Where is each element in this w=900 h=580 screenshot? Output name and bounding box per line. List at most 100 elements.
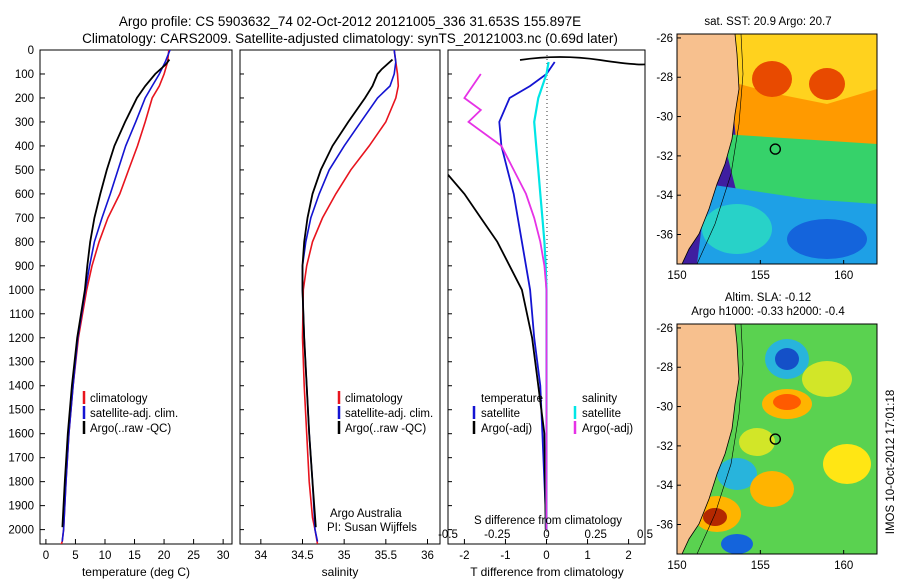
- legend-header-salinity: salinity: [582, 393, 617, 405]
- lat-tick-label: -32: [656, 441, 673, 453]
- legend-label-t-satellite: satellite: [481, 408, 520, 420]
- difference-x-axis: -2 -1 0 1 2: [459, 539, 632, 562]
- temperature-axes-box: [39, 49, 233, 545]
- sst-map: [677, 34, 877, 264]
- difference-secondary-x-axis: -0.5 -0.25 0 0.25 0.5: [438, 529, 653, 541]
- depth-tick-label: 1000: [8, 285, 34, 297]
- legend-label-climatology: climatology: [90, 393, 148, 405]
- imos-timestamp: IMOS 10-Oct-2012 17:01:18: [885, 390, 897, 534]
- x2-tick-label: 0.25: [585, 529, 607, 541]
- sla-high-core-2: [703, 508, 727, 526]
- lat-tick-label: -26: [656, 323, 673, 335]
- sst-cool-patch: [702, 204, 772, 254]
- depth-tick-label: 1500: [8, 405, 34, 417]
- sla-high-patch-6: [823, 444, 871, 484]
- x2-tick-label: -0.5: [438, 529, 458, 541]
- x-tick-label: 20: [158, 550, 171, 562]
- sla-low-patch-2: [717, 458, 757, 490]
- sla-high-patch-4: [750, 471, 794, 507]
- float-position-marker: [769, 143, 781, 155]
- sst-map-panel: sat. SST: 20.9 Argo: 20.7 -26 -28 -30 -32 -3…: [656, 16, 878, 282]
- salinity-climatology-line: [301, 50, 400, 544]
- temperature-x-axis: 0 5 10 15 20 25 30: [43, 539, 230, 562]
- sla-map-panel: Altim. SLA: -0.12 Argo h1000: -0.33 h200…: [656, 292, 897, 572]
- legend-label-t-argo: Argo(-adj): [481, 423, 532, 435]
- difference-y-ticks: [448, 49, 452, 531]
- temperature-legend: climatology satellite-adj. clim. Argo(..…: [82, 391, 178, 435]
- lat-tick-label: -28: [656, 362, 673, 374]
- lat-tick-label: -30: [656, 112, 673, 124]
- legend-label-satellite: satellite-adj. clim.: [90, 408, 178, 420]
- salinity-legend: climatology satellite-adj. clim. Argo(..…: [337, 391, 433, 435]
- x-tick-label: -2: [459, 550, 469, 562]
- x2-tick-label: -0.25: [484, 529, 510, 541]
- depth-tick-label: 0: [28, 45, 34, 57]
- salinity-argo-line: [301, 58, 394, 528]
- lat-tick-label: -32: [656, 151, 673, 163]
- x-tick-label: 5: [72, 550, 78, 562]
- x-tick-label: 30: [217, 550, 230, 562]
- lon-tick-label: 160: [834, 560, 853, 572]
- argo-australia-label: Argo Australia: [330, 508, 402, 520]
- lon-tick-label: 155: [751, 560, 770, 572]
- depth-tick-label: 1400: [8, 381, 34, 393]
- depth-tick-label: 400: [15, 141, 34, 153]
- lat-tick-label: -30: [656, 402, 673, 414]
- lat-tick-label: -36: [656, 520, 673, 532]
- depth-tick-label: 800: [15, 237, 34, 249]
- sst-y-axis: -26 -28 -30 -32 -34 -36: [656, 33, 681, 242]
- depth-tick-label: 700: [15, 213, 34, 225]
- sst-map-title: sat. SST: 20.9 Argo: 20.7: [704, 16, 831, 28]
- shelf-contour: [696, 324, 744, 554]
- sla-map-frame: [676, 323, 878, 555]
- depth-tick-label: 1700: [8, 453, 34, 465]
- sla-map-title-line2: Argo h1000: -0.33 h2000: -0.4: [691, 306, 845, 318]
- temperature-x-label: temperature (deg C): [82, 565, 190, 579]
- lat-tick-label: -36: [656, 230, 673, 242]
- x2-tick-label: 0: [543, 529, 549, 541]
- temperature-argo-line: [61, 59, 171, 528]
- pi-label: PI: Susan Wijffels: [327, 522, 417, 534]
- sst-mid-region: [722, 134, 877, 209]
- legend-label-argo: Argo(..raw -QC): [345, 423, 426, 435]
- s-difference-label: S difference from climatology: [474, 515, 622, 527]
- sla-high-core: [773, 394, 801, 410]
- salinity-x-axis: 34 34.5 35 35.5 36: [254, 539, 434, 562]
- difference-surface-spike-line: [519, 56, 645, 66]
- sla-map: [677, 324, 877, 554]
- x-tick-label: 34: [254, 550, 267, 562]
- difference-panel: temperature salinity satellite Argo(-adj…: [438, 49, 653, 579]
- depth-tick-label: 200: [15, 93, 34, 105]
- legend-label-s-argo: Argo(-adj): [582, 423, 633, 435]
- legend-header-temperature: temperature: [481, 393, 543, 405]
- land-australia: [677, 34, 739, 264]
- lon-tick-label: 160: [834, 270, 853, 282]
- sla-x-axis: 150 155 160: [667, 550, 853, 572]
- x-tick-label: 0: [543, 550, 549, 562]
- depth-axis: 0 100 200 300 400 500 600 700 800 900 1000 1100 1200…: [8, 45, 45, 537]
- depth-tick-label: 500: [15, 165, 34, 177]
- x-tick-label: 34.5: [291, 550, 313, 562]
- sla-high-patch-3: [739, 428, 775, 456]
- sst-hot-patch-2: [809, 68, 845, 100]
- sst-map-frame: [676, 33, 878, 265]
- depth-tick-label: 300: [15, 117, 34, 129]
- depth-tick-label: 2000: [8, 525, 34, 537]
- temperature-panel: 0100200300400500600700800900100011001200…: [8, 45, 233, 579]
- coastline: [681, 34, 740, 264]
- difference-temperature-argo-line: [448, 174, 547, 530]
- float-position-marker: [769, 433, 781, 445]
- depth-tick-label: 1300: [8, 357, 34, 369]
- difference-x-label: T difference from climatology: [470, 565, 624, 579]
- lat-tick-label: -28: [656, 72, 673, 84]
- sst-hot-patch: [752, 61, 792, 97]
- x-tick-label: 2: [625, 550, 631, 562]
- x-tick-label: 35.5: [375, 550, 397, 562]
- depth-tick-label: 1100: [9, 309, 34, 321]
- x-tick-label: 35: [338, 550, 351, 562]
- legend-label-climatology: climatology: [345, 393, 403, 405]
- sla-y-axis: -26 -28 -30 -32 -34 -36: [656, 323, 681, 532]
- salinity-y-ticks: [240, 49, 244, 531]
- lon-tick-label: 150: [667, 270, 686, 282]
